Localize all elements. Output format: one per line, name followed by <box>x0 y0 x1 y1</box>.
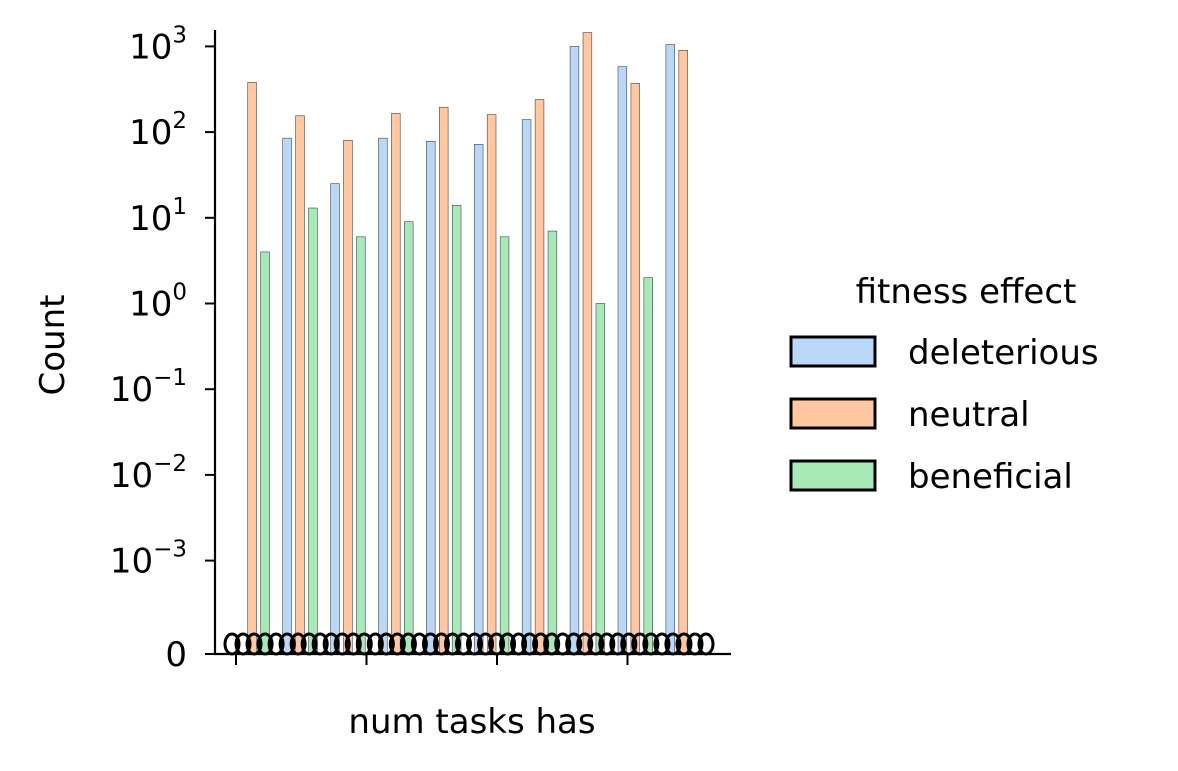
x-axis-ticks <box>235 654 629 665</box>
bar-neutral <box>343 140 353 655</box>
y-tick-label: 102 <box>129 108 187 153</box>
bars-layer <box>247 32 688 655</box>
bar-neutral <box>486 114 497 655</box>
bar-deleterious <box>569 46 580 655</box>
bar-deleterious <box>617 66 628 655</box>
legend-label: beneficial <box>908 457 1073 497</box>
bar-deleterious <box>665 44 675 655</box>
x-axis-label: num tasks has <box>348 702 595 742</box>
legend-label: neutral <box>908 395 1030 435</box>
legend-swatch <box>789 459 877 492</box>
legend-entries: deleterious neutral beneficial <box>789 333 1099 497</box>
bar-beneficial <box>499 236 510 655</box>
legend-entry-deleterious: deleterious <box>789 333 1099 373</box>
bar-deleterious <box>378 137 388 655</box>
bar-deleterious <box>426 141 436 655</box>
bar-neutral <box>439 106 449 655</box>
bar-beneficial <box>595 303 606 655</box>
bar-beneficial <box>451 204 462 655</box>
legend-swatch <box>789 335 877 368</box>
legend: fitness effect deleterious neutral benefic… <box>789 272 1099 497</box>
y-tick-label: 10−1 <box>110 365 187 410</box>
y-axis-label: Count <box>33 295 73 396</box>
y-tick-label: 101 <box>129 194 187 239</box>
y-axis-ticks: 0 10−3 10−2 10−1 100 101 102 103 <box>110 22 215 675</box>
y-tick-label: 10−2 <box>110 451 187 496</box>
y-tick-label: 10−3 <box>110 537 187 582</box>
bar-neutral <box>582 32 593 655</box>
bar-deleterious <box>521 119 532 655</box>
legend-entry-neutral: neutral <box>789 395 1030 435</box>
bar-deleterious <box>473 144 484 655</box>
legend-label: deleterious <box>908 333 1099 373</box>
bar-neutral <box>391 113 401 655</box>
legend-title: fitness effect <box>856 272 1077 312</box>
bar-deleterious <box>282 137 292 655</box>
bar-neutral <box>247 82 257 655</box>
bar-beneficial <box>404 221 414 655</box>
bar-beneficial <box>308 207 318 655</box>
bar-beneficial <box>260 251 270 655</box>
bar-neutral <box>630 83 641 655</box>
y-tick-label: 100 <box>129 280 187 325</box>
bar-beneficial <box>547 230 558 655</box>
bar-neutral <box>678 50 688 655</box>
bar-deleterious <box>330 183 340 655</box>
legend-swatch <box>789 397 877 430</box>
bar-neutral <box>534 99 545 655</box>
y-tick-label: 103 <box>129 22 187 67</box>
y-tick-label: 0 <box>165 635 187 675</box>
legend-entry-beneficial: beneficial <box>789 457 1073 497</box>
bar-neutral <box>295 115 305 655</box>
bar-beneficial <box>356 236 366 655</box>
bar-beneficial <box>643 277 653 655</box>
